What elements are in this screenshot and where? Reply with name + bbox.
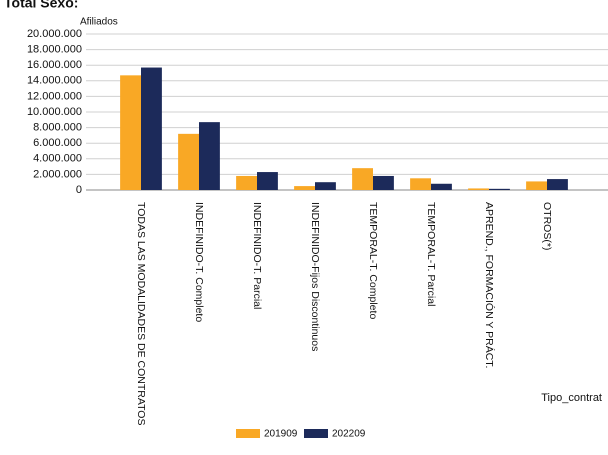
y-tick-label: 10.000.000 [27, 106, 82, 118]
x-tick-label: INDEFINIDO-T. Completo [193, 202, 205, 322]
y-tick-label: 18.000.000 [27, 44, 82, 56]
legend-swatch [304, 429, 328, 438]
legend-label: 201909 [264, 429, 298, 440]
bar [178, 133, 199, 190]
x-tick-label: APREND., FORMACIÓN Y PRÁCT. [483, 202, 496, 368]
y-tick-label: 6.000.000 [33, 137, 82, 149]
legend-label: 202209 [332, 429, 366, 440]
y-tick-label: 0 [76, 184, 82, 196]
bar [315, 182, 336, 190]
legend-swatch [236, 429, 260, 438]
chart-title: Total Sexo: [4, 0, 78, 11]
y-tick-label: 2.000.000 [33, 168, 82, 180]
y-tick-label: 8.000.000 [33, 122, 82, 134]
x-tick-label: OTROS(*) [541, 202, 553, 250]
bar [294, 186, 315, 190]
bar [468, 188, 489, 190]
bar [120, 75, 141, 190]
bar [410, 178, 431, 190]
bar [352, 168, 373, 190]
bar [199, 122, 220, 190]
y-tick-label: 20.000.000 [27, 28, 82, 40]
x-tick-label: INDEFINIDO-Fijos Discontinuos [309, 202, 321, 351]
bar [141, 67, 162, 190]
y-tick-label: 12.000.000 [27, 90, 82, 102]
bar [373, 175, 394, 190]
bar [489, 188, 510, 190]
y-tick-label: 16.000.000 [27, 59, 82, 71]
y-axis-label: Afiliados [80, 17, 118, 28]
x-axis-label: Tipo_contrat [541, 392, 602, 404]
y-tick-label: 14.000.000 [27, 75, 82, 87]
x-tick-label: INDEFINIDO-T. Parcial [251, 202, 263, 309]
y-tick-label: 4.000.000 [33, 153, 82, 165]
x-tick-label: TEMPORAL-T. Parcial [425, 202, 437, 306]
x-tick-label: TODAS LAS MODALIDADES DE CONTRATOS [135, 202, 147, 425]
bar [257, 172, 278, 190]
bar [547, 179, 568, 190]
bar [431, 183, 452, 190]
x-tick-label: TEMPORAL-T. Completo [367, 202, 379, 319]
bar [236, 175, 257, 190]
bar [526, 181, 547, 190]
